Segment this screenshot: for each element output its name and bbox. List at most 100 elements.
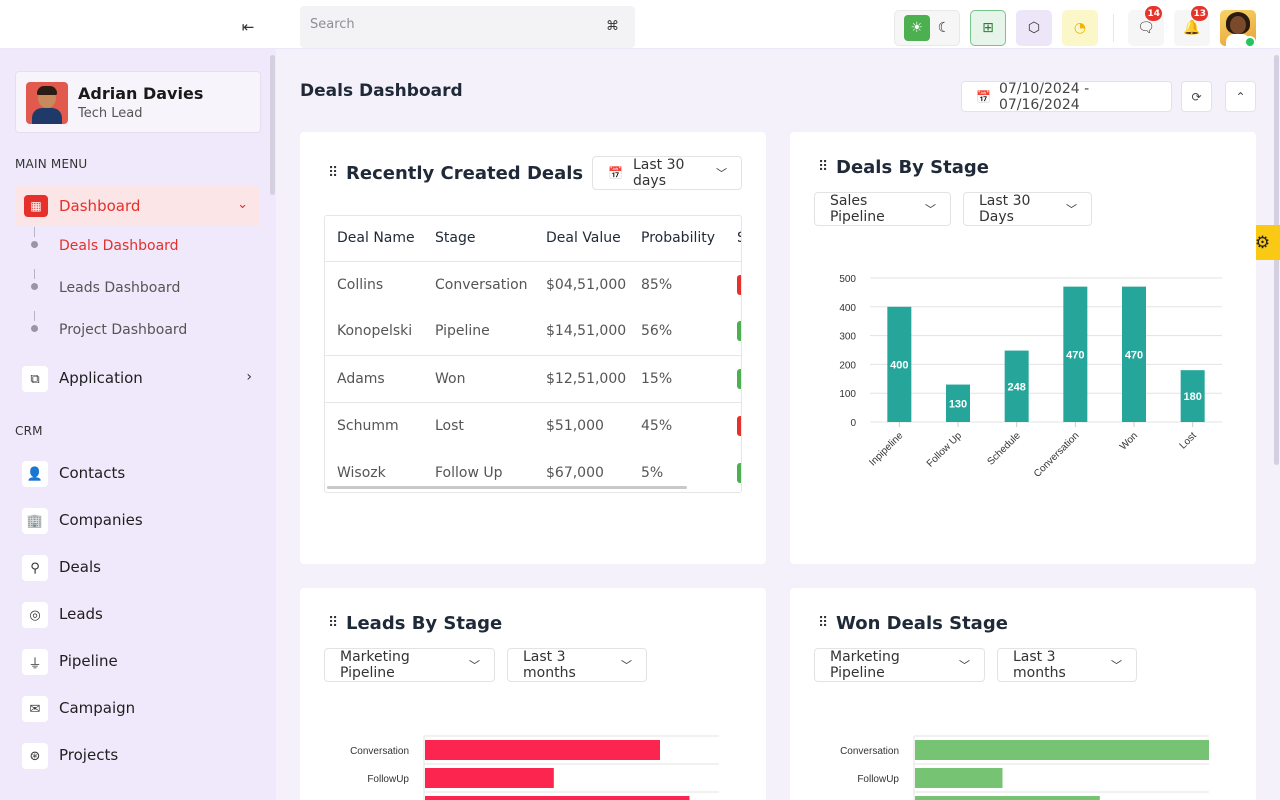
recent-deals-filter[interactable]: 📅 Last 30 days ﹀ (592, 156, 742, 190)
filter-label: Sales Pipeline (830, 193, 885, 225)
x-tick-label: Follow Up (925, 430, 965, 470)
bar (1063, 286, 1088, 422)
column-header[interactable]: Deal Value (534, 216, 629, 262)
status-badge (737, 462, 741, 483)
date-range-picker[interactable]: 📅 07/10/2024 - 07/16/2024 (961, 81, 1172, 113)
notifications-button[interactable]: 🔔 13 (1174, 6, 1210, 46)
drag-handle-icon[interactable]: ⠿ (818, 615, 828, 631)
main-scrollbar[interactable] (1274, 55, 1279, 465)
pipeline-filter[interactable]: Marketing Pipeline ﹀ (324, 648, 495, 682)
status-cell (725, 261, 741, 308)
sidebar-item-pipeline[interactable]: ⏚ Pipeline (22, 647, 262, 677)
sidebar-item-leads[interactable]: ◎ Leads (22, 600, 262, 630)
pipeline-filter[interactable]: Marketing Pipeline ﹀ (814, 648, 985, 682)
drag-handle-icon[interactable]: ⠿ (328, 165, 338, 181)
refresh-icon: ⟳ (1191, 89, 1202, 104)
drag-handle-icon[interactable]: ⠿ (818, 159, 828, 175)
chevron-right-icon: › (246, 369, 252, 385)
filter-label: Last 3 months (1013, 649, 1066, 681)
sidebar-subitem-deals-dashboard[interactable]: Deals Dashboard (59, 238, 179, 254)
module-button[interactable]: ⬡ (1016, 10, 1052, 46)
won-deals-card: ⠿ Won Deals Stage Marketing Pipeline ﹀ L… (790, 588, 1256, 800)
sidebar-item-companies[interactable]: 🏢 Companies (22, 506, 262, 536)
y-tick-label: FollowUp (367, 774, 409, 785)
table-horizontal-scrollbar[interactable] (327, 486, 687, 489)
messages-badge: 14 (1145, 6, 1162, 21)
column-header[interactable]: Deal Name (325, 216, 423, 262)
value-cell: $51,000 (546, 417, 604, 434)
messages-button[interactable]: 🗨 14 (1128, 6, 1164, 46)
moon-icon[interactable]: ☾ (937, 20, 951, 36)
sidebar: Adrian Davies Tech Lead MAIN MENU ▦ Dash… (0, 49, 276, 800)
x-tick-label: Conversation (1032, 430, 1081, 479)
column-header[interactable]: S (725, 216, 741, 262)
chevrons-up-icon: ⌃ (1235, 89, 1246, 104)
user-avatar[interactable] (1220, 10, 1256, 46)
table-row[interactable]: Wisozk Follow Up $67,000 5% (325, 449, 741, 492)
sidebar-item-label: Companies (59, 511, 143, 529)
apps-button[interactable]: ⊞ (970, 10, 1006, 46)
sidebar-item-label: Application (59, 369, 143, 387)
chevron-down-icon: ﹀ (716, 167, 727, 180)
sidebar-scrollbar[interactable] (270, 55, 275, 195)
card-title: Recently Created Deals (346, 163, 584, 184)
sun-icon[interactable]: ☀ (903, 15, 930, 41)
top-header: ⇤ ⌘ ☀ ☾ ⊞ ⬡ ◔ 🗨 14 🔔 13 (0, 0, 1280, 49)
sidebar-item-label: Projects (59, 746, 119, 764)
grid-plus-icon: ⊞ (982, 20, 994, 36)
deal-name-cell: Adams (325, 355, 423, 403)
sidebar-item-deals[interactable]: ⚲ Deals (22, 553, 262, 583)
status-cell (725, 308, 741, 356)
search-input[interactable] (310, 17, 590, 32)
sidebar-item-projects[interactable]: ⊛ Projects (22, 741, 262, 771)
table-row[interactable]: Collins Conversation $04,51,000 85% (325, 261, 741, 308)
value-cell: $67,000 (546, 464, 604, 481)
building-icon: 🏢 (22, 508, 48, 534)
sidebar-item-contacts[interactable]: 👤 Contacts (22, 459, 262, 489)
table-row[interactable]: Adams Won $12,51,000 15% (325, 355, 741, 403)
column-header[interactable]: Probability (629, 216, 725, 262)
submenu-dot (31, 283, 38, 290)
card-title: Leads By Stage (346, 613, 503, 634)
deal-name-cell: Konopelski (325, 308, 423, 356)
chevron-down-icon: ﹀ (959, 659, 970, 672)
filter-label: Last 30 days (632, 157, 685, 189)
column-header[interactable]: Stage (423, 216, 534, 262)
profile-avatar-body (32, 108, 62, 124)
profile-avatar-hair (37, 86, 57, 95)
filter-label: Marketing Pipeline (830, 649, 900, 681)
mail-icon: ✉ (22, 696, 48, 722)
layers-icon: ⧉ (22, 366, 48, 392)
reports-button[interactable]: ◔ (1062, 10, 1098, 46)
sidebar-subitem-project-dashboard[interactable]: Project Dashboard (59, 322, 188, 338)
collapse-header-button[interactable]: ⌃ (1225, 81, 1256, 112)
bar (425, 796, 690, 800)
period-filter[interactable]: Last 3 months ﹀ (997, 648, 1137, 682)
sidebar-subitem-leads-dashboard[interactable]: Leads Dashboard (59, 280, 181, 296)
drag-handle-icon[interactable]: ⠿ (328, 615, 338, 631)
sidebar-item-dashboard[interactable]: ▦ Dashboard ⌄ (15, 186, 260, 226)
sidebar-item-application[interactable]: ⧉ Application › (22, 364, 262, 394)
bar (946, 384, 970, 422)
timeline-icon: ⏚ (22, 649, 48, 675)
collapse-sidebar-icon[interactable]: ⇤ (241, 18, 255, 36)
period-filter[interactable]: Last 3 months ﹀ (507, 648, 647, 682)
sidebar-item-campaign[interactable]: ✉ Campaign (22, 694, 262, 724)
status-badge (737, 321, 741, 342)
refresh-button[interactable]: ⟳ (1181, 81, 1212, 112)
command-key-icon: ⌘ (606, 19, 619, 34)
profile-card[interactable]: Adrian Davies Tech Lead (15, 71, 261, 133)
table-row[interactable]: Konopelski Pipeline $14,51,000 56% (325, 308, 741, 356)
table-row[interactable]: Schumm Lost $51,000 45% (325, 402, 741, 449)
leads-by-stage-card: ⠿ Leads By Stage Marketing Pipeline ﹀ La… (300, 588, 766, 800)
bar (1122, 286, 1146, 422)
y-tick-label: 100 (839, 389, 856, 400)
bar (887, 306, 912, 422)
pipeline-filter[interactable]: Sales Pipeline ﹀ (814, 192, 951, 226)
probability-cell: 15% (629, 355, 725, 403)
period-filter[interactable]: Last 30 Days ﹀ (963, 192, 1092, 226)
profile-name: Adrian Davies (78, 84, 204, 103)
bar (425, 740, 660, 760)
theme-toggle[interactable]: ☀ ☾ (894, 10, 960, 46)
deal-name-cell: Wisozk (337, 464, 386, 481)
